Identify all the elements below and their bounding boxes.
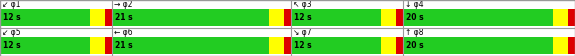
Text: 12 s: 12 s (294, 41, 312, 50)
Bar (284, 37, 291, 54)
Text: → φ2: → φ2 (114, 0, 132, 9)
Text: 20 s: 20 s (407, 41, 424, 50)
Bar (90, 9, 105, 26)
Bar (0, 35, 112, 37)
Bar (381, 9, 396, 26)
Bar (553, 9, 568, 26)
Text: 12 s: 12 s (3, 41, 21, 50)
Bar (0, 9, 90, 26)
Bar (0, 37, 90, 54)
Bar (291, 37, 381, 54)
Bar (105, 37, 112, 54)
Text: 20 s: 20 s (407, 13, 424, 22)
Text: ↙ φ1: ↙ φ1 (2, 0, 21, 9)
Text: 21 s: 21 s (115, 41, 133, 50)
Bar (403, 35, 575, 37)
Bar (112, 9, 269, 26)
Text: 12 s: 12 s (3, 13, 21, 22)
Text: ↙ φ5: ↙ φ5 (2, 27, 21, 37)
Bar (112, 9, 291, 28)
Text: ↘ φ7: ↘ φ7 (293, 27, 312, 37)
Bar (381, 37, 396, 54)
Text: ↓ φ4: ↓ φ4 (405, 0, 424, 9)
Bar (403, 37, 553, 54)
Bar (396, 37, 403, 54)
Bar (90, 37, 105, 54)
Text: 12 s: 12 s (294, 13, 312, 22)
Bar (291, 9, 381, 26)
Bar (568, 37, 575, 54)
Text: 21 s: 21 s (115, 13, 133, 22)
Bar (269, 9, 284, 26)
Bar (291, 35, 403, 37)
Bar (112, 37, 269, 54)
Bar (396, 9, 403, 26)
Text: ↖ φ3: ↖ φ3 (293, 0, 312, 9)
Bar (105, 9, 112, 26)
Bar (269, 37, 284, 54)
Text: ← φ6: ← φ6 (114, 27, 133, 37)
Text: ↑ φ8: ↑ φ8 (405, 27, 424, 37)
Bar (112, 35, 291, 37)
Bar (284, 9, 291, 26)
Bar (291, 9, 403, 28)
Bar (403, 9, 553, 26)
Bar (568, 9, 575, 26)
Bar (403, 9, 575, 28)
Bar (553, 37, 568, 54)
Bar (0, 9, 112, 28)
